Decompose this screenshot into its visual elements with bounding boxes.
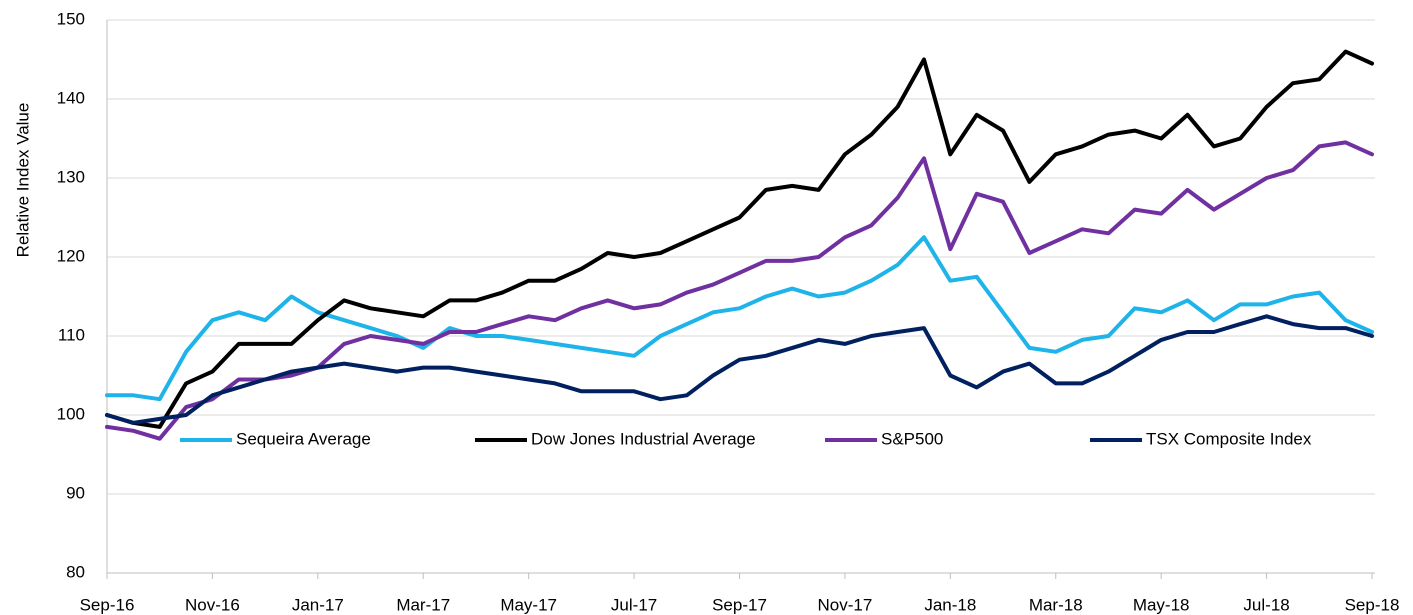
y-tick-label: 150 <box>57 9 85 28</box>
x-tick-label: Mar-18 <box>1029 595 1083 614</box>
x-tick-label: Mar-17 <box>396 595 450 614</box>
x-tick-label: Jul-18 <box>1243 595 1289 614</box>
x-tick-label: Sep-17 <box>712 595 767 614</box>
x-tick-label: Sep-18 <box>1345 595 1400 614</box>
x-tick-label: Sep-16 <box>80 595 135 614</box>
y-tick-label: 120 <box>57 246 85 265</box>
legend-label: S&P500 <box>881 429 943 448</box>
x-tick-label: May-17 <box>500 595 557 614</box>
x-tick-label: Jan-18 <box>924 595 976 614</box>
series-line <box>105 49 1374 429</box>
legend-label: Sequeira Average <box>236 429 371 448</box>
y-tick-label: 130 <box>57 167 85 186</box>
y-tick-label: 140 <box>57 88 85 107</box>
y-tick-label: 110 <box>58 325 85 344</box>
y-tick-label: 90 <box>66 483 85 502</box>
y-tick-label: 100 <box>57 404 85 423</box>
legend-label: TSX Composite Index <box>1146 429 1312 448</box>
x-tick-label: Nov-17 <box>818 595 873 614</box>
y-tick-label: 80 <box>66 562 85 581</box>
x-tick-label: Jul-17 <box>611 595 657 614</box>
x-tick-label: Jan-17 <box>292 595 344 614</box>
series-line <box>105 140 1374 441</box>
x-tick-label: Nov-16 <box>185 595 240 614</box>
series-line <box>105 235 1374 402</box>
x-tick-label: May-18 <box>1133 595 1190 614</box>
series-line <box>105 314 1374 425</box>
legend-label: Dow Jones Industrial Average <box>531 429 756 448</box>
y-axis-label: Relative Index Value <box>13 103 32 258</box>
